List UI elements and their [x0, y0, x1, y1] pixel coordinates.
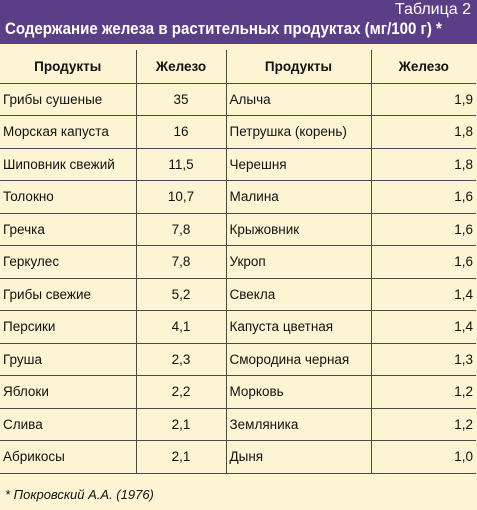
iron-value: 1,2	[370, 407, 476, 441]
column-header-iron-left: Железо	[135, 50, 227, 84]
iron-value: 5,2	[135, 277, 227, 311]
table-header-row: Продукты Железо Продукты Железо	[0, 50, 476, 84]
table-row: Шиповник свежий 11,5 Черешня 1,8	[0, 147, 476, 181]
product-name: Морская капуста	[0, 115, 137, 149]
column-header-products-right: Продукты	[225, 50, 372, 84]
table-row: Абрикосы 2,1 Дыня 1,0	[0, 440, 476, 474]
product-name: Укроп	[225, 245, 372, 279]
iron-value: 7,8	[135, 245, 227, 279]
product-name: Капуста цветная	[225, 310, 372, 344]
product-name: Грибы сушеные	[0, 82, 137, 116]
product-name: Груша	[0, 342, 137, 376]
iron-value: 2,1	[135, 407, 227, 441]
product-name: Малина	[225, 180, 372, 214]
table-row: Морская капуста 16 Петрушка (корень) 1,8	[0, 115, 476, 149]
product-name: Толокно	[0, 180, 137, 214]
iron-value: 7,8	[135, 212, 227, 246]
iron-value: 10,7	[135, 180, 227, 214]
column-header-iron-right: Железо	[370, 50, 476, 84]
table-body: Грибы сушеные 35 Алыча 1,9 Морская капуста 16…	[0, 82, 476, 474]
table-row: Яблоки 2,2 Морковь 1,2	[0, 375, 476, 409]
iron-value: 35	[135, 82, 227, 116]
product-name: Алыча	[225, 82, 372, 116]
iron-value: 1,9	[370, 82, 476, 116]
iron-value: 1,8	[370, 115, 476, 149]
product-name: Земляника	[225, 407, 372, 441]
product-name: Дыня	[225, 440, 372, 474]
table-row: Гречка 7,8 Крыжовник 1,6	[0, 212, 476, 246]
iron-content-table: Продукты Железо Продукты Железо Грибы су…	[0, 50, 476, 474]
product-name: Грибы свежие	[0, 277, 137, 311]
iron-value: 2,2	[135, 375, 227, 409]
table-row: Слива 2,1 Земляника 1,2	[0, 407, 476, 441]
product-name: Петрушка (корень)	[225, 115, 372, 149]
iron-value: 1,6	[370, 180, 476, 214]
product-name: Черешня	[225, 147, 372, 181]
table-row: Геркулес 7,8 Укроп 1,6	[0, 245, 476, 279]
product-name: Слива	[0, 407, 137, 441]
table-header: Таблица 2 Содержание железа в растительн…	[0, 0, 477, 44]
iron-value: 4,1	[135, 310, 227, 344]
product-name: Морковь	[225, 375, 372, 409]
iron-value: 1,4	[370, 310, 476, 344]
table-number: Таблица 2	[394, 1, 471, 18]
iron-value: 1,8	[370, 147, 476, 181]
product-name: Гречка	[0, 212, 137, 246]
iron-value: 11,5	[135, 147, 227, 181]
iron-value: 2,3	[135, 342, 227, 376]
table-row: Грибы сушеные 35 Алыча 1,9	[0, 82, 476, 116]
product-name: Персики	[0, 310, 137, 344]
product-name: Яблоки	[0, 375, 137, 409]
table-title: Содержание железа в растительных продукт…	[5, 20, 442, 38]
iron-value: 16	[135, 115, 227, 149]
iron-value: 1,6	[370, 245, 476, 279]
product-name: Крыжовник	[225, 212, 372, 246]
product-name: Шиповник свежий	[0, 147, 137, 181]
product-name: Абрикосы	[0, 440, 137, 474]
table-row: Толокно 10,7 Малина 1,6	[0, 180, 476, 214]
product-name: Свекла	[225, 277, 372, 311]
footnote: * Покровский А.А. (1976)	[5, 487, 154, 502]
column-header-products-left: Продукты	[0, 50, 137, 84]
product-name: Смородина черная	[225, 342, 372, 376]
iron-value: 1,3	[370, 342, 476, 376]
iron-value: 1,6	[370, 212, 476, 246]
table-row: Персики 4,1 Капуста цветная 1,4	[0, 310, 476, 344]
iron-value: 1,0	[370, 440, 476, 474]
table-row: Груша 2,3 Смородина черная 1,3	[0, 342, 476, 376]
iron-value: 1,4	[370, 277, 476, 311]
iron-value: 1,2	[370, 375, 476, 409]
table-row: Грибы свежие 5,2 Свекла 1,4	[0, 277, 476, 311]
product-name: Геркулес	[0, 245, 137, 279]
iron-value: 2,1	[135, 440, 227, 474]
